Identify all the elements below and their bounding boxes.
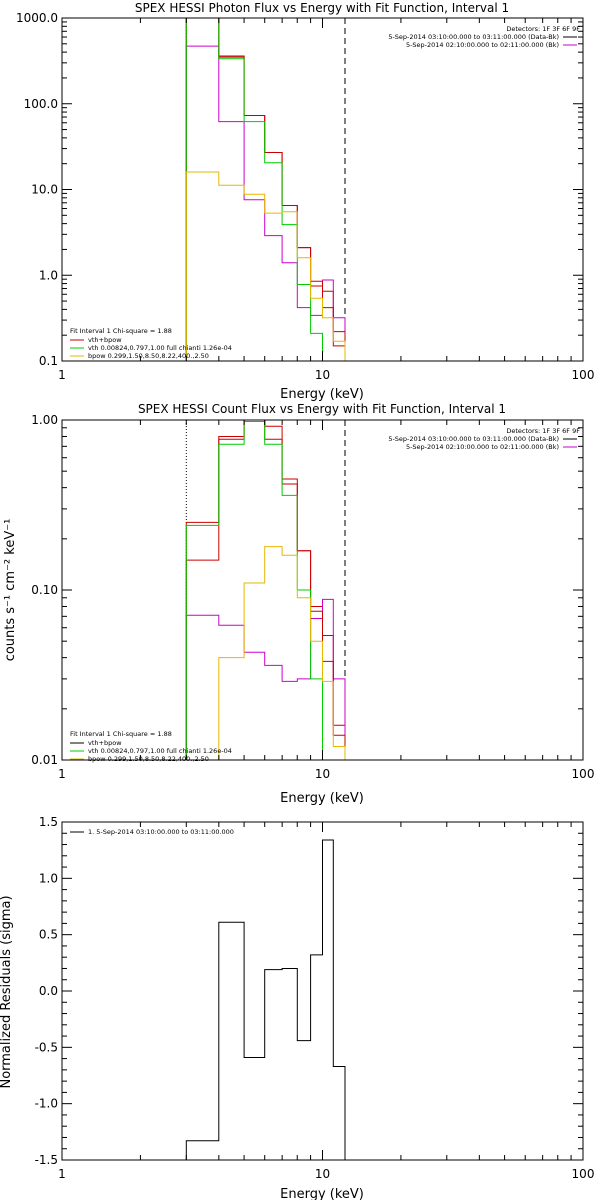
legend-entry-total: vth+bpow (88, 336, 122, 344)
legend-entry-vth: vth 0.00824,0.797,1.00 full chianti 1.26… (88, 344, 232, 352)
legend-entry-background: 5-Sep-2014 02:10:00.000 to 02:11:00.000 … (406, 443, 559, 451)
legend-bottom-left: Fit Interval 1 Chi-square = 1.88 vth+bpo… (70, 327, 232, 360)
y-tick-label: 1.0 (39, 268, 58, 282)
series-bpow-histogram (185, 171, 346, 361)
photon-flux-panel: SPEX HESSI Photon Flux vs Energy with Fi… (16, 1, 594, 402)
legend-header: Detectors: 1F 3F 6F 9F (506, 427, 580, 435)
residuals-panel: 1 10 100 -1.5 -1.0 -0.5 0.0 0.5 1.0 1.5 Energy (k… (0, 815, 594, 1200)
x-tick-label: 100 (572, 767, 595, 781)
series-vth-histogram (185, 421, 345, 761)
legend-fit-header: Fit Interval 1 Chi-square = 1.88 (70, 730, 172, 738)
series-data-minus-bk-histogram (185, 17, 346, 361)
y-tick-label: -1.0 (35, 1097, 58, 1111)
y-tick-label: 1.5 (39, 815, 58, 829)
series-fit-total-histogram (185, 419, 346, 760)
x-axis-label: Energy (keV) (280, 387, 364, 402)
series-data-minus-bk-histogram (185, 419, 346, 760)
plot-frame (61, 17, 584, 362)
y-tick-label: 100.0 (24, 97, 58, 111)
count-flux-panel: SPEX HESSI Count Flux vs Energy with Fit… (3, 402, 594, 806)
x-axis-label: Energy (keV) (280, 791, 364, 806)
y-axis-label: Normalized Residuals (sigma) (0, 895, 14, 1088)
plot-frame (61, 821, 584, 1161)
x-tick-label: 10 (315, 368, 330, 382)
y-tick-label: 1000.0 (16, 11, 58, 25)
panel-title: SPEX HESSI Photon Flux vs Energy with Fi… (135, 1, 509, 15)
y-tick-label: -0.5 (35, 1040, 58, 1054)
y-tick-label: 0.1 (39, 354, 58, 368)
legend-entry-data: 5-Sep-2014 03:10:00.000 to 03:11:00.000 … (388, 33, 559, 41)
series-bpow-histogram (186, 546, 346, 761)
x-axis-label: Energy (keV) (280, 1187, 364, 1200)
y-tick-label: 0.10 (31, 583, 58, 597)
y-tick-label: 10.0 (31, 183, 58, 197)
series-residual-histogram (185, 839, 346, 1160)
x-tick-label: 100 (572, 368, 595, 382)
legend-top-right: Detectors: 1F 3F 6F 9F 5-Sep-2014 03:10:… (388, 427, 580, 451)
legend-bottom-left: Fit Interval 1 Chi-square = 1.88 vth+bpo… (70, 730, 232, 763)
plot-frame (61, 419, 584, 761)
series-vth-histogram (185, 17, 345, 362)
x-tick-label: 10 (315, 1167, 330, 1181)
legend-top-right: Detectors: 1F 3F 6F 9F 5-Sep-2014 03:10:… (388, 25, 580, 49)
x-tick-label: 1 (58, 1167, 66, 1181)
series-background-histogram (185, 45, 346, 361)
x-tick-label: 100 (572, 1167, 595, 1181)
legend-header: Detectors: 1F 3F 6F 9F (506, 25, 580, 33)
y-tick-label: 0.0 (39, 984, 58, 998)
legend-entry-vth: vth 0.00824,0.797,1.00 full chianti 1.26… (88, 747, 232, 755)
legend-entry-total: vth+bpow (88, 739, 122, 747)
legend-entry-residual: 1. 5-Sep-2014 03:10:00.000 to 03:11:00.0… (88, 828, 234, 836)
legend-entry-bpow: bpow 0.299,1.50,8.50,8.22,400.,2.50 (88, 352, 209, 360)
x-tick-label: 1 (58, 368, 66, 382)
y-tick-label: 1.00 (31, 413, 58, 427)
x-tick-label: 10 (315, 767, 330, 781)
y-tick-label: 0.5 (39, 928, 58, 942)
legend-entry-data: 5-Sep-2014 03:10:00.000 to 03:11:00.000 … (388, 435, 559, 443)
y-axis-label: counts s⁻¹ cm⁻² keV⁻¹ (3, 519, 18, 662)
panel-title: SPEX HESSI Count Flux vs Energy with Fit… (138, 402, 506, 416)
x-tick-label: 1 (58, 767, 66, 781)
series-fit-total-histogram (185, 17, 346, 361)
y-tick-label: 1.0 (39, 871, 58, 885)
legend-fit-header: Fit Interval 1 Chi-square = 1.88 (70, 327, 172, 335)
y-tick-label: 0.01 (31, 753, 58, 767)
series-background-histogram (185, 598, 346, 760)
legend-entry-background: 5-Sep-2014 02:10:00.000 to 02:11:00.000 … (406, 41, 559, 49)
legend-entry-bpow: bpow 0.299,1.50,8.50,8.22,400.,2.50 (88, 755, 209, 763)
y-tick-label: -1.5 (35, 1153, 58, 1167)
legend: 1. 5-Sep-2014 03:10:00.000 to 03:11:00.0… (70, 828, 234, 836)
